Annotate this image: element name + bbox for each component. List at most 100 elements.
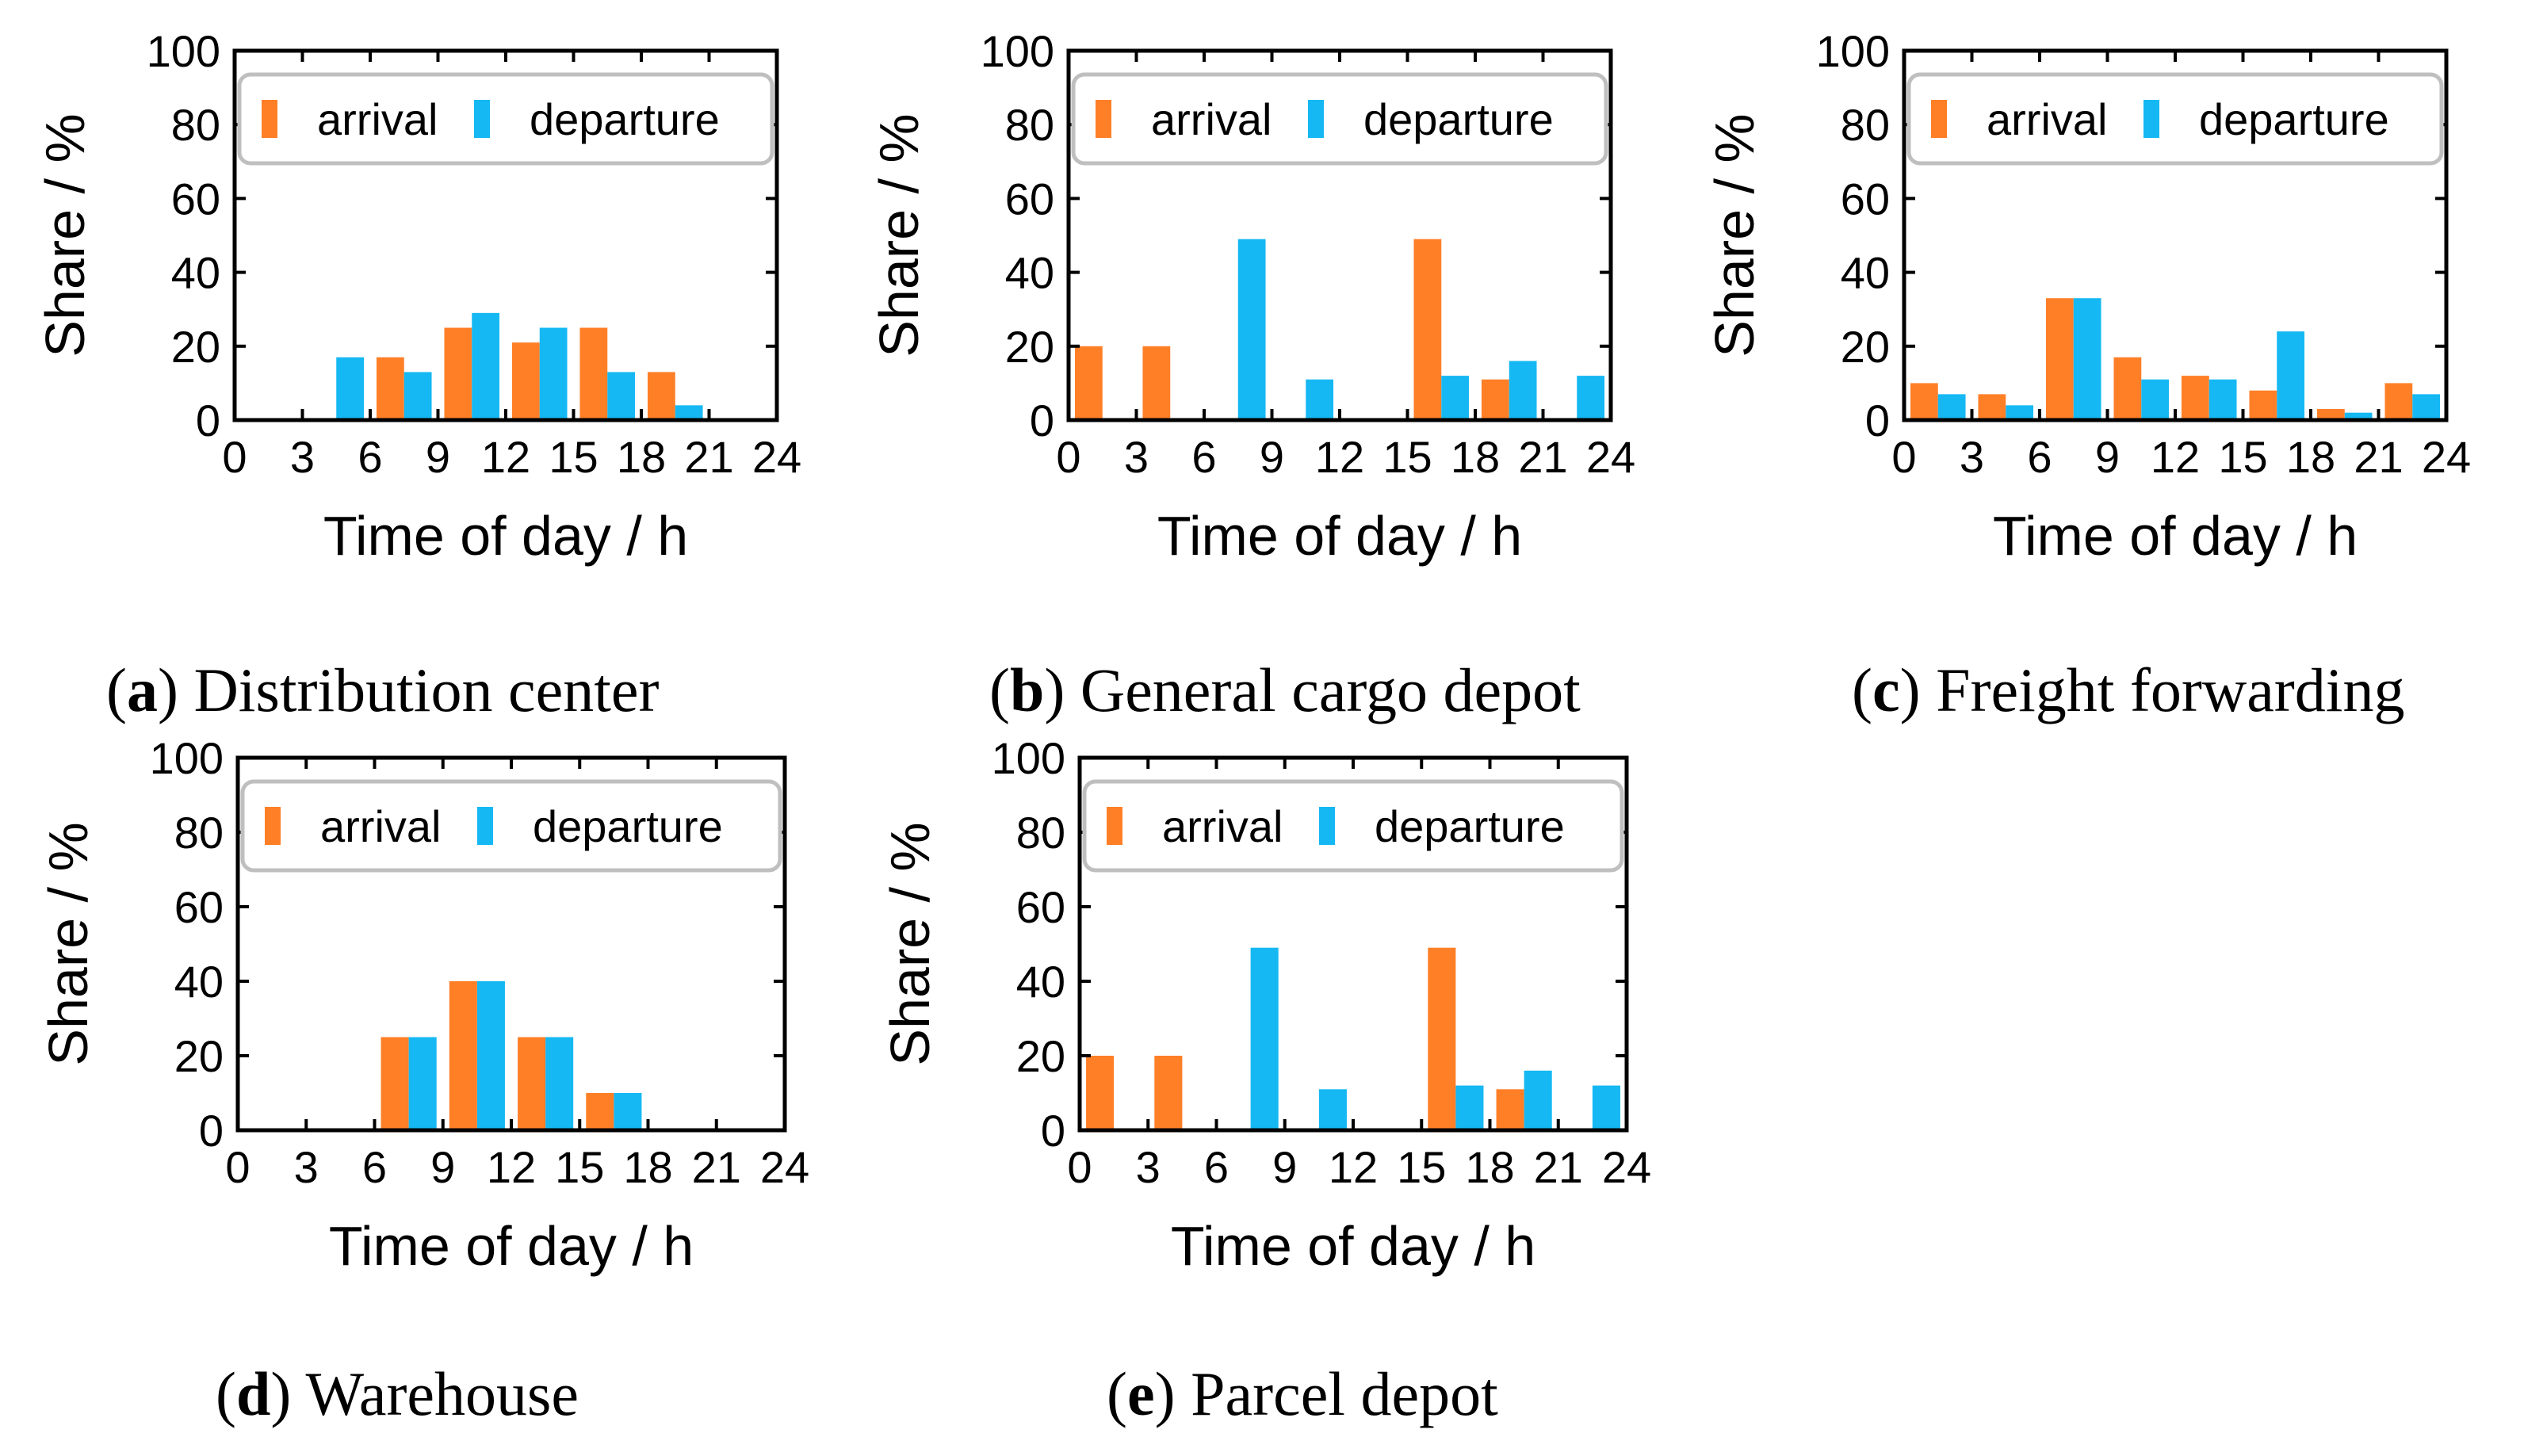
bar-departure-6 (2344, 412, 2373, 420)
y-tick-label: 40 (171, 248, 220, 298)
caption-letter: b (1009, 655, 1045, 724)
y-tick-label: 40 (1016, 957, 1065, 1007)
caption-text: Distribution center (193, 655, 660, 724)
y-tick-label: 60 (171, 174, 220, 224)
x-tick-label: 12 (487, 1142, 536, 1192)
caption-d: (d) Warehouse (216, 1359, 579, 1428)
x-tick-label: 24 (760, 1142, 809, 1192)
x-tick-label: 21 (1534, 1142, 1583, 1192)
x-tick-label: 12 (1315, 432, 1364, 482)
y-axis-label: Share / % (868, 113, 930, 357)
x-tick-label: 9 (2095, 432, 2120, 482)
legend-box (240, 779, 782, 873)
bar-departure-5 (2277, 331, 2305, 420)
caption-letter: a (126, 655, 158, 724)
bar-arrival-5 (586, 1093, 614, 1130)
legend-box (1906, 72, 2444, 166)
bar-arrival-6 (1496, 1089, 1524, 1130)
caption-text: Parcel depot (1191, 1359, 1498, 1428)
legend-label-departure: departure (1363, 94, 1554, 144)
bar-departure-1 (336, 357, 365, 420)
y-axis-label: Share / % (879, 822, 941, 1065)
bar-departure-2 (408, 1037, 437, 1130)
x-tick-label: 18 (1465, 1142, 1514, 1192)
bar-departure-4 (539, 327, 568, 420)
x-tick-label: 21 (692, 1142, 741, 1192)
x-tick-label: 3 (290, 432, 315, 482)
x-tick-label: 24 (752, 432, 801, 482)
y-tick-label: 0 (1041, 1106, 1065, 1156)
x-tick-label: 18 (1451, 432, 1500, 482)
x-tick-label: 6 (362, 1142, 387, 1192)
y-tick-label: 100 (1816, 26, 1890, 76)
caption-b: (b) General cargo depot (989, 655, 1581, 724)
bar-departure-7 (1592, 1085, 1620, 1130)
legend-label-arrival: arrival (317, 94, 438, 144)
x-tick-label: 9 (1260, 432, 1284, 482)
y-tick-label: 100 (981, 26, 1054, 76)
y-tick-label: 20 (1005, 322, 1054, 372)
bar-departure-2 (1250, 947, 1279, 1130)
legend-swatch-departure (1308, 100, 1324, 138)
bar-departure-5 (614, 1093, 642, 1130)
y-tick-label: 100 (992, 733, 1065, 783)
bar-arrival-2 (381, 1037, 409, 1130)
legend-label-arrival: arrival (1162, 801, 1283, 851)
bar-arrival-5 (579, 327, 608, 420)
bar-arrival-3 (444, 327, 472, 420)
bar-arrival-4 (511, 342, 540, 420)
y-tick-label: 60 (174, 882, 224, 932)
y-tick-label: 80 (1016, 808, 1065, 858)
x-tick-label: 3 (294, 1142, 319, 1192)
caption-text: Freight forwarding (1936, 655, 2405, 724)
x-axis-label: Time of day / h (329, 1215, 694, 1277)
bar-arrival-4 (518, 1037, 546, 1130)
legend-swatch-arrival (265, 807, 281, 845)
legend-box (1082, 779, 1624, 873)
x-axis-label: Time of day / h (1171, 1215, 1535, 1277)
x-tick-label: 24 (1586, 432, 1635, 482)
bar-departure-5 (1441, 376, 1470, 420)
bar-departure-4 (545, 1037, 574, 1130)
y-tick-label: 80 (174, 808, 224, 858)
legend-label-arrival: arrival (1151, 94, 1272, 144)
bar-departure-5 (607, 372, 636, 420)
caption-text: General cargo depot (1080, 655, 1581, 724)
x-tick-label: 3 (1124, 432, 1149, 482)
bar-departure-7 (2412, 394, 2441, 420)
bar-arrival-5 (2249, 390, 2277, 420)
bar-departure-1 (2006, 405, 2034, 420)
y-tick-label: 80 (1841, 100, 1890, 150)
x-tick-label: 12 (2151, 432, 2200, 482)
legend-label-arrival: arrival (320, 801, 441, 851)
bar-departure-2 (2073, 298, 2101, 420)
legend-label-departure: departure (530, 94, 720, 144)
x-tick-label: 21 (2354, 432, 2403, 482)
y-axis-label: Share / % (37, 822, 99, 1065)
legend-swatch-arrival (1931, 100, 1947, 138)
caption-c: (c) Freight forwarding (1852, 655, 2405, 724)
bar-departure-2 (1237, 239, 1266, 420)
caption-letter: e (1126, 1359, 1155, 1428)
x-tick-label: 15 (2218, 432, 2267, 482)
x-tick-label: 18 (617, 432, 666, 482)
legend-box (237, 72, 774, 166)
y-tick-label: 40 (174, 957, 224, 1007)
bar-arrival-6 (2316, 409, 2345, 420)
x-tick-label: 21 (1518, 432, 1567, 482)
legend-label-departure: departure (1375, 801, 1565, 851)
legend-swatch-departure (2143, 100, 2159, 138)
bar-departure-7 (1577, 376, 1605, 420)
legend-swatch-departure (1319, 807, 1335, 845)
caption-a: (a) Distribution center (106, 655, 660, 724)
bar-arrival-2 (2045, 298, 2074, 420)
y-tick-label: 20 (171, 322, 220, 372)
x-tick-label: 6 (358, 432, 382, 482)
y-tick-label: 0 (1865, 396, 1890, 445)
bar-arrival-6 (647, 372, 675, 420)
